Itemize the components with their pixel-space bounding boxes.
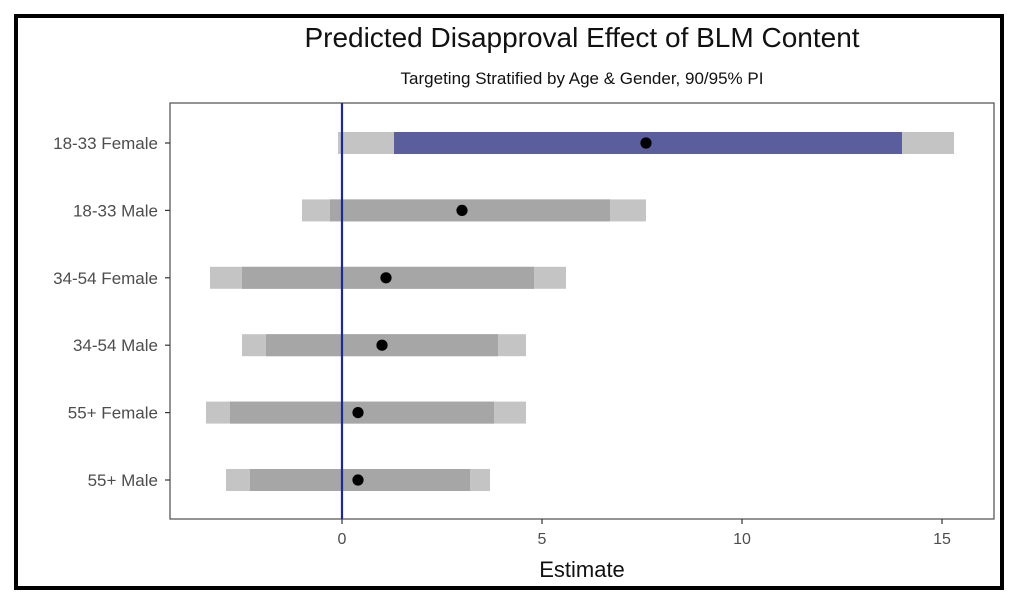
chart-title: Predicted Disapproval Effect of BLM Cont… bbox=[304, 22, 860, 53]
estimate-point bbox=[352, 474, 364, 486]
x-tick-label: 10 bbox=[733, 531, 751, 548]
estimate-point bbox=[352, 407, 364, 419]
x-axis-title: Estimate bbox=[539, 557, 625, 582]
y-tick-label: 34-54 Male bbox=[73, 336, 158, 355]
y-tick-label: 55+ Male bbox=[88, 471, 158, 490]
y-tick-label: 55+ Female bbox=[68, 404, 158, 423]
estimate-point bbox=[640, 137, 652, 149]
y-tick-label: 18-33 Female bbox=[53, 134, 158, 153]
estimate-point bbox=[456, 204, 468, 216]
x-tick-label: 15 bbox=[933, 531, 951, 548]
estimate-point bbox=[380, 272, 392, 284]
chart-axes: 18-33 Female 18-33 Male 34-54 Female 34-54 … bbox=[53, 134, 951, 548]
chart-marks bbox=[206, 132, 954, 491]
x-tick-label: 5 bbox=[538, 531, 547, 548]
y-tick-label: 18-33 Male bbox=[73, 201, 158, 220]
x-tick-label: 0 bbox=[338, 531, 347, 548]
plot-panel bbox=[169, 102, 995, 520]
y-tick-label: 34-54 Female bbox=[53, 269, 158, 288]
pi90-bar bbox=[330, 199, 610, 222]
chart-subtitle: Targeting Stratified by Age & Gender, 90… bbox=[400, 69, 764, 88]
estimate-point bbox=[376, 339, 388, 351]
